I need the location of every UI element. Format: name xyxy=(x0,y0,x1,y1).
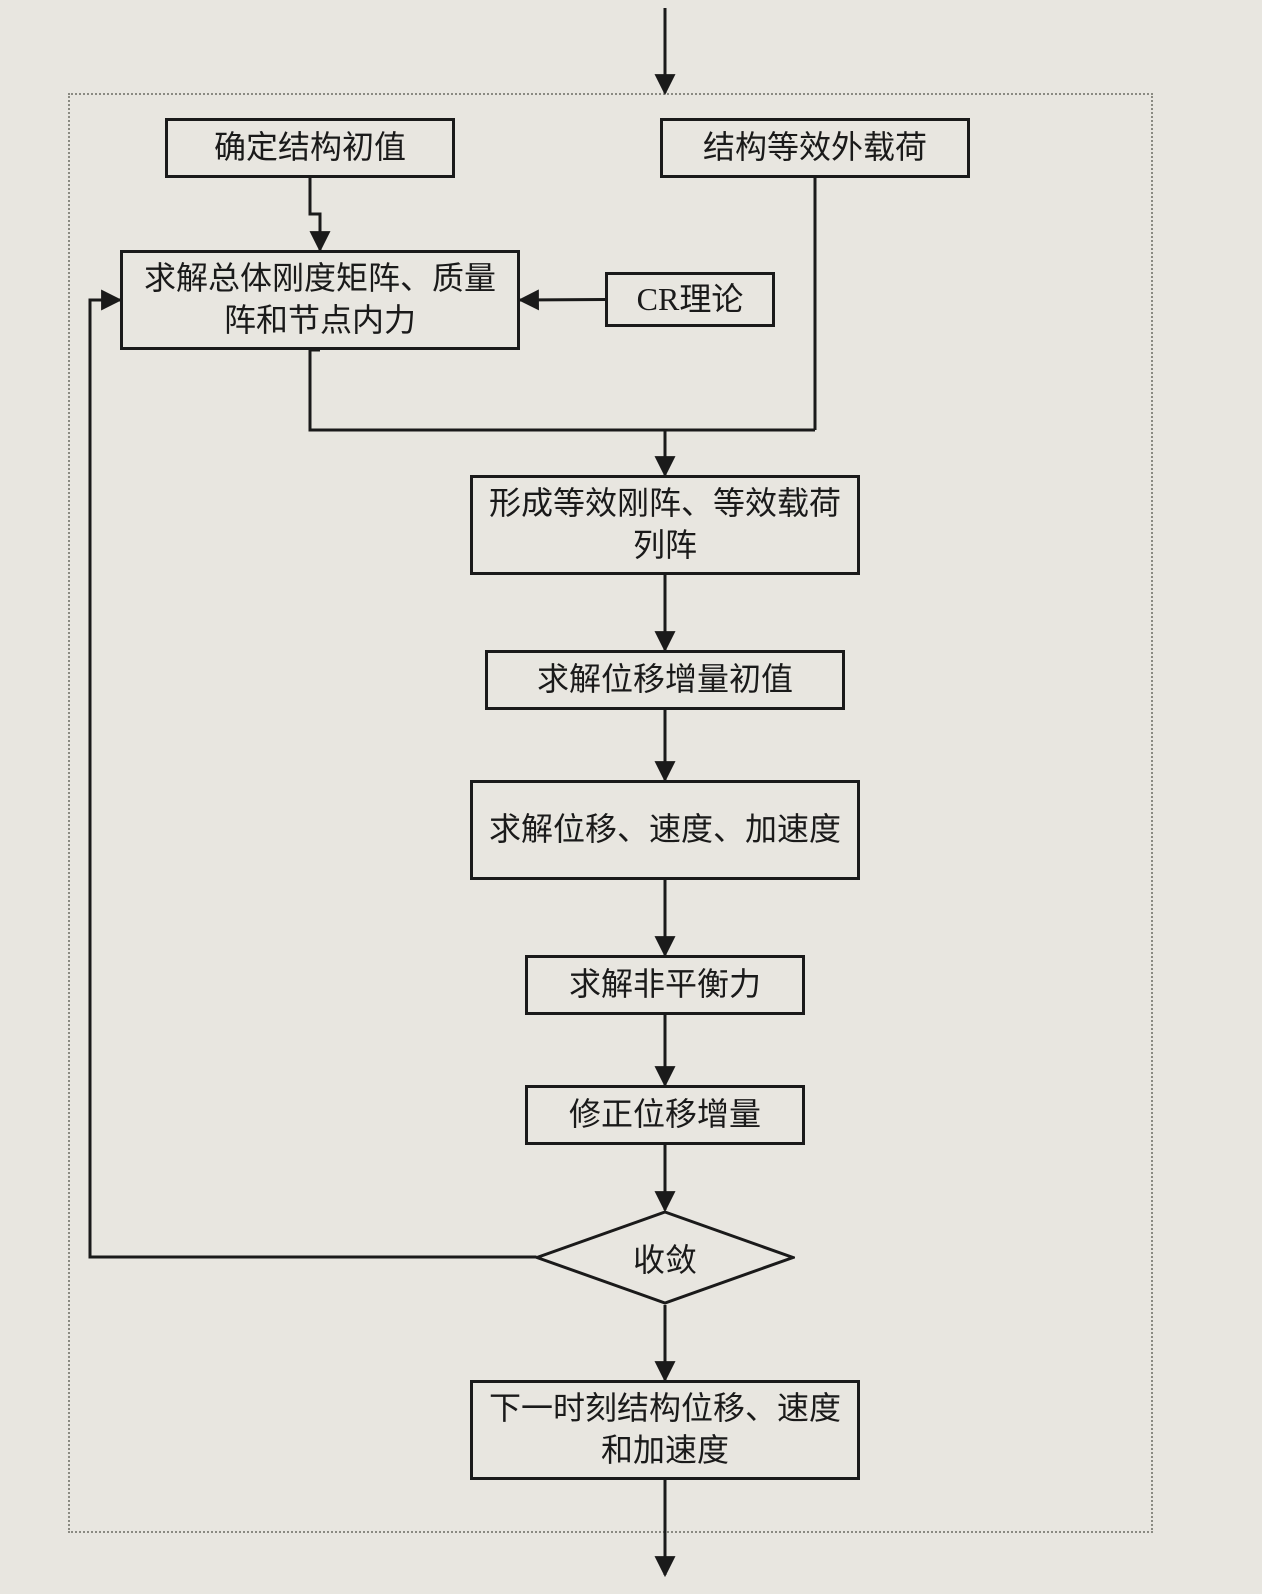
flowchart-edges-layer xyxy=(0,0,1262,1594)
edge-n1_n3 xyxy=(310,178,320,250)
edge-n3_merge xyxy=(310,350,815,430)
edge-n10_loop xyxy=(90,300,535,1258)
edge-n4_n3 xyxy=(520,300,605,301)
flowchart-page: 确定结构初值 结构等效外载荷 求解总体刚度矩阵、质量阵和节点内力 CR理论 形成… xyxy=(0,0,1262,1594)
